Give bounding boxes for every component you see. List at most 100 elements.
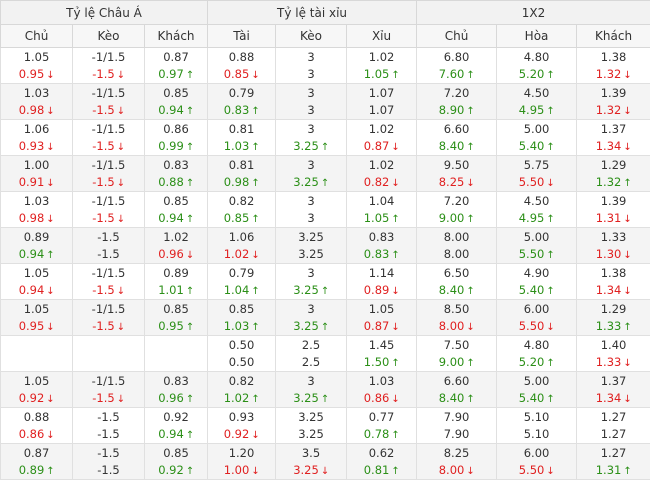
odds-cell: 4.80 5.20 ↑ <box>496 335 578 372</box>
opening-odds: 1.02 <box>368 121 395 136</box>
current-odds-line: 1.32 ↑ <box>577 174 650 191</box>
current-odds-line: -1.5 ↓ <box>73 66 144 83</box>
current-odds: 0.89 <box>363 282 390 297</box>
opening-odds: 0.87 <box>163 49 189 64</box>
odds-cell: 0.83 0.96 ↑ <box>143 371 209 408</box>
opening-odds: 1.29 <box>600 301 627 316</box>
current-odds: -1.5 <box>97 246 120 261</box>
odds-cell: 0.83 0.88 ↑ <box>143 155 209 192</box>
current-odds-line: 1.27 <box>577 426 650 443</box>
current-odds-line: 1.32 ↓ <box>577 66 650 83</box>
current-odds: 7.90 <box>443 426 470 441</box>
arrow-down-icon: ↓ <box>623 285 632 297</box>
opening-odds: 1.07 <box>368 85 395 100</box>
opening-odds: 0.79 <box>228 85 255 100</box>
odds-cell: -1.5 -1.5 <box>72 407 145 444</box>
current-odds-line: 1.34 ↓ <box>577 282 650 299</box>
col-1x2-away: Khách <box>576 24 650 48</box>
current-odds: -1.5 <box>92 210 115 225</box>
odds-cell: 6.60 8.40 ↑ <box>416 119 498 156</box>
current-odds-line: 1.02 ↑ <box>208 390 275 407</box>
current-odds-line: 0.85 ↑ <box>208 210 275 227</box>
current-odds: 5.20 <box>518 354 545 369</box>
current-odds: 0.89 <box>18 462 45 477</box>
current-odds-line <box>145 354 207 371</box>
current-odds-line: 5.50 ↑ <box>497 246 576 263</box>
odds-cell: -1/1.5 -1.5 ↓ <box>72 191 145 228</box>
current-odds: 0.85 <box>223 210 250 225</box>
current-odds: 0.98 <box>18 210 45 225</box>
current-odds: 0.93 <box>18 138 45 153</box>
odds-cell: 2.5 2.5 <box>275 335 348 372</box>
current-odds: 9.00 <box>438 354 465 369</box>
current-odds: 2.5 <box>301 354 321 369</box>
opening-odds: 6.60 <box>443 373 470 388</box>
opening-odds: 7.20 <box>443 85 470 100</box>
odds-cell: 3 3.25 ↑ <box>275 371 348 408</box>
current-odds: 0.94 <box>158 102 184 117</box>
opening-odds: 3 <box>307 193 315 208</box>
opening-odds: 0.62 <box>368 445 395 460</box>
current-odds: 8.40 <box>438 138 465 153</box>
current-odds: 1.27 <box>600 426 627 441</box>
odds-cell: 0.89 1.01 ↑ <box>143 263 209 300</box>
current-odds-line: 1.50 ↑ <box>347 354 416 371</box>
current-odds: 8.25 <box>438 174 465 189</box>
arrow-up-icon: ↑ <box>391 249 400 261</box>
odds-cell: 6.00 5.50 ↓ <box>496 299 578 336</box>
arrow-down-icon: ↓ <box>46 69 55 81</box>
odds-table: Tỷ lệ Châu Á Tỷ lệ tài xỉu 1X2 Chủ Kèo K… <box>0 0 650 480</box>
current-odds: 0.82 <box>363 174 390 189</box>
odds-cell: 1.20 1.00 ↓ <box>207 443 277 480</box>
odds-cell: 1.05 0.94 ↓ <box>0 263 73 300</box>
odds-cell <box>72 335 145 372</box>
current-odds: 8.40 <box>438 282 465 297</box>
odds-cell: 1.02 0.87 ↓ <box>346 119 418 156</box>
opening-odds: 0.83 <box>368 229 395 244</box>
group-1x2: 1X2 <box>416 0 650 25</box>
opening-odds: 4.80 <box>523 337 550 352</box>
odds-cell: -1/1.5 -1.5 ↓ <box>72 263 145 300</box>
opening-odds <box>145 337 207 354</box>
current-odds-line: 0.50 <box>208 354 275 371</box>
current-odds-line: 0.98 ↓ <box>1 210 72 227</box>
opening-odds: 1.45 <box>368 337 395 352</box>
odds-cell: 1.38 1.34 ↓ <box>576 263 650 300</box>
current-odds-line: 5.10 <box>497 426 576 443</box>
current-odds: 5.50 <box>518 462 545 477</box>
current-odds-line: -1.5 ↓ <box>73 390 144 407</box>
opening-odds: 1.05 <box>23 373 50 388</box>
odds-cell: -1/1.5 -1.5 ↓ <box>72 155 145 192</box>
current-odds-line: 7.90 <box>417 426 496 443</box>
opening-odds: 8.25 <box>443 445 470 460</box>
opening-odds: 1.03 <box>368 373 395 388</box>
odds-cell: 1.06 1.02 ↓ <box>207 227 277 264</box>
odds-cell: -1.5 -1.5 <box>72 443 145 480</box>
current-odds-line: 1.05 ↑ <box>347 66 416 83</box>
arrow-down-icon: ↓ <box>623 393 632 405</box>
arrow-up-icon: ↑ <box>466 141 475 153</box>
current-odds: -1.5 <box>92 138 115 153</box>
arrow-down-icon: ↓ <box>466 465 475 477</box>
current-odds: 0.94 <box>18 246 45 261</box>
odds-cell: 1.05 0.87 ↓ <box>346 299 418 336</box>
odds-cell: 4.90 5.40 ↑ <box>496 263 578 300</box>
current-odds: 1.33 <box>595 318 622 333</box>
group-over-under: Tỷ lệ tài xỉu <box>207 0 418 25</box>
odds-cell: 1.05 0.95 ↓ <box>0 299 73 336</box>
current-odds-line: 3.25 ↓ <box>276 462 346 479</box>
opening-odds: 6.50 <box>443 265 470 280</box>
current-odds-line: 0.83 ↑ <box>347 246 416 263</box>
arrow-down-icon: ↓ <box>623 105 632 117</box>
current-odds: 1.34 <box>595 282 622 297</box>
odds-cell: 1.29 1.32 ↑ <box>576 155 650 192</box>
current-odds: 0.87 <box>363 138 390 153</box>
odds-cell: 1.03 0.98 ↓ <box>0 83 73 120</box>
current-odds-line: 9.00 ↑ <box>417 210 496 227</box>
current-odds-line: 3.25 ↑ <box>276 138 346 155</box>
odds-cell: 0.85 1.03 ↑ <box>207 299 277 336</box>
opening-odds: 0.83 <box>163 157 189 172</box>
opening-odds: 1.40 <box>600 337 627 352</box>
current-odds-line: 8.00 ↓ <box>417 318 496 335</box>
odds-cell: 1.07 1.07 <box>346 83 418 120</box>
